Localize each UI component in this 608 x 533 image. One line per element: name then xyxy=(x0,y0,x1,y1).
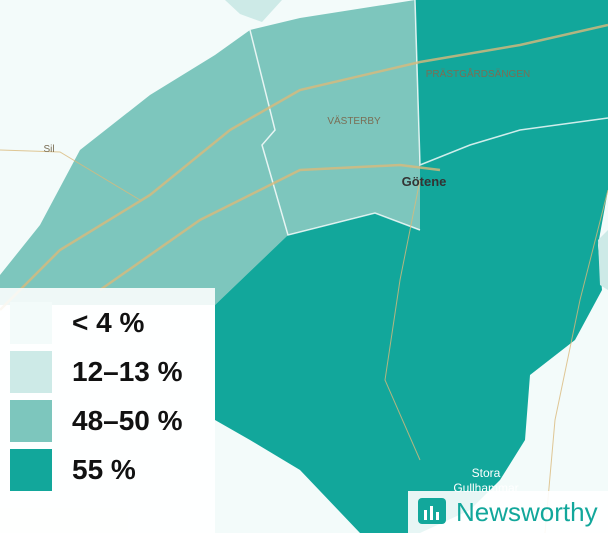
legend: < 4 % 12–13 % 48–50 % 55 % xyxy=(0,288,215,533)
legend-swatch xyxy=(10,400,52,442)
place-label: Götene xyxy=(402,174,447,189)
place-label: Stora xyxy=(472,466,501,480)
legend-label: < 4 % xyxy=(72,307,145,338)
legend-item: 48–50 % xyxy=(10,400,183,442)
place-label: Sil xyxy=(43,144,54,155)
road xyxy=(0,149,141,201)
legend-label: 48–50 % xyxy=(72,405,183,436)
region xyxy=(0,30,288,305)
border xyxy=(249,29,421,236)
region xyxy=(250,0,420,235)
road xyxy=(99,163,441,292)
legend-item: 55 % xyxy=(10,449,136,491)
region xyxy=(225,0,282,22)
road xyxy=(0,23,608,311)
legend-swatch xyxy=(10,449,52,491)
legend-item: < 4 % xyxy=(10,302,144,344)
brand: Newsworthy xyxy=(408,491,608,533)
brand-icon xyxy=(418,498,446,524)
brand-name: Newsworthy xyxy=(456,496,598,527)
legend-swatch xyxy=(10,351,52,393)
road xyxy=(384,179,421,461)
region xyxy=(598,230,608,290)
legend-swatch xyxy=(10,302,52,344)
road xyxy=(544,189,608,533)
legend-label: 55 % xyxy=(72,454,136,485)
legend-item: 12–13 % xyxy=(10,351,183,393)
place-label: PRÄSTGÅRDSÄNGEN xyxy=(426,67,530,80)
place-label: VÄSTERBY xyxy=(327,115,381,127)
legend-label: 12–13 % xyxy=(72,356,183,387)
border xyxy=(414,0,608,167)
